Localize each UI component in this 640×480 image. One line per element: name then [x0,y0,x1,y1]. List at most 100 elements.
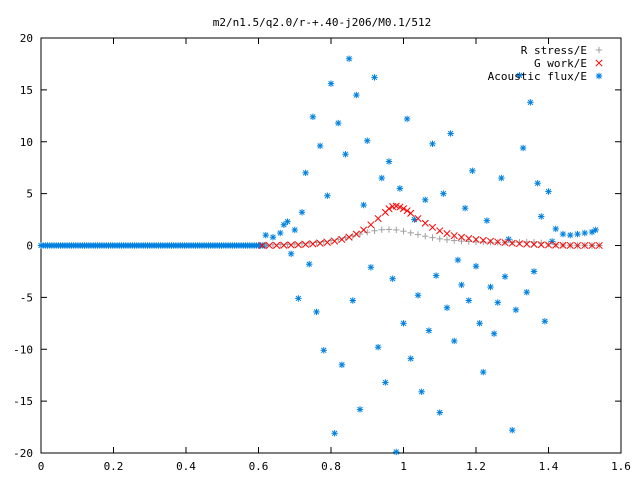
series-point [262,232,269,238]
series-point [516,72,523,79]
series-point [407,209,415,217]
series-point [393,449,400,455]
series-point [443,230,451,238]
series-point [295,295,302,302]
series-point [403,207,411,215]
series-point [349,297,356,304]
series-point [509,427,516,433]
series-point [411,216,418,223]
series-point [273,241,281,249]
series-point [544,241,553,249]
series-point [317,143,323,149]
series-point [494,299,501,306]
axes: 0 0.2 0.4 0.6 0.8 1 1.2 1.4 1.6 -20 -15 -10 -5 0 5 10 15… [13,32,631,473]
series-point [458,282,465,288]
series-point [313,309,320,315]
series-point [501,239,509,247]
series-point [469,168,476,174]
series-point [581,241,589,250]
series-point [487,284,494,290]
legend-label: R stress/E [521,44,587,57]
series-point [323,238,331,246]
series-point [559,241,567,249]
series-point [382,379,389,386]
series-point [560,231,566,237]
series-point [473,263,479,270]
series-point [414,214,422,223]
series-point [552,241,560,249]
series-point [324,192,331,199]
chart-marks [37,55,603,456]
x-tick-label: 1.2 [466,460,486,473]
series-point [287,241,295,249]
series-point [422,197,429,203]
series-point [280,241,288,249]
series-2 [262,55,599,456]
series-point [462,205,468,211]
series-point [513,307,519,313]
series-point [566,241,574,249]
series-point [360,202,367,208]
series-point [404,116,410,122]
series-point [440,190,447,197]
series-point [520,145,526,151]
series-point [335,120,342,126]
series-point [502,273,508,280]
series-point [338,235,346,244]
series-point [538,213,545,220]
x-tick-label: 0.6 [249,460,269,473]
series-point [360,226,368,234]
series-point [357,406,363,413]
series-point [498,175,505,181]
series-point [371,74,378,81]
series-point [258,241,266,250]
series-point [302,170,309,176]
series-point [374,214,382,223]
series-point [310,114,316,120]
series-point [491,330,497,337]
series-point [450,232,458,240]
series-point [426,327,432,334]
series-point [328,80,334,87]
series-point [588,241,596,250]
series-point [375,344,381,350]
y-tick-label: -20 [13,447,33,460]
series-point [455,257,461,263]
series-point [436,227,444,235]
series-point [484,217,490,224]
series-point [444,304,450,311]
chart-title: m2/n1.5/q2.0/r-+.40-j206/M0.1/512 [213,16,432,29]
series-point [581,230,588,236]
y-tick-label: 15 [20,84,33,97]
series-point [523,289,530,295]
series-point [476,320,483,327]
series-1 [258,202,603,250]
series-point [385,205,393,213]
series-point [368,264,374,271]
series-point [284,218,291,225]
series-point [573,241,582,250]
series-point [386,158,392,165]
series-point [309,240,317,248]
x-tick-label: 1.4 [539,460,559,473]
series-point [291,227,298,233]
series-point [527,99,534,106]
x-tick-label: 0 [38,460,45,473]
series-point [447,130,454,137]
y-tick-label: -10 [13,343,33,356]
series-point [415,292,421,299]
y-tick-label: -5 [20,291,33,304]
y-tick-label: 0 [26,240,33,253]
y-tick-label: 10 [20,136,33,149]
series-point [345,233,353,241]
series-point [400,320,407,327]
series-point [320,347,327,354]
series-0 [262,226,603,249]
series-point [429,141,436,147]
series-point [346,55,352,62]
x-tick-label: 0.4 [176,460,196,473]
series-point [531,268,537,275]
series-point [508,239,516,247]
y-tick-label: -15 [13,395,33,408]
